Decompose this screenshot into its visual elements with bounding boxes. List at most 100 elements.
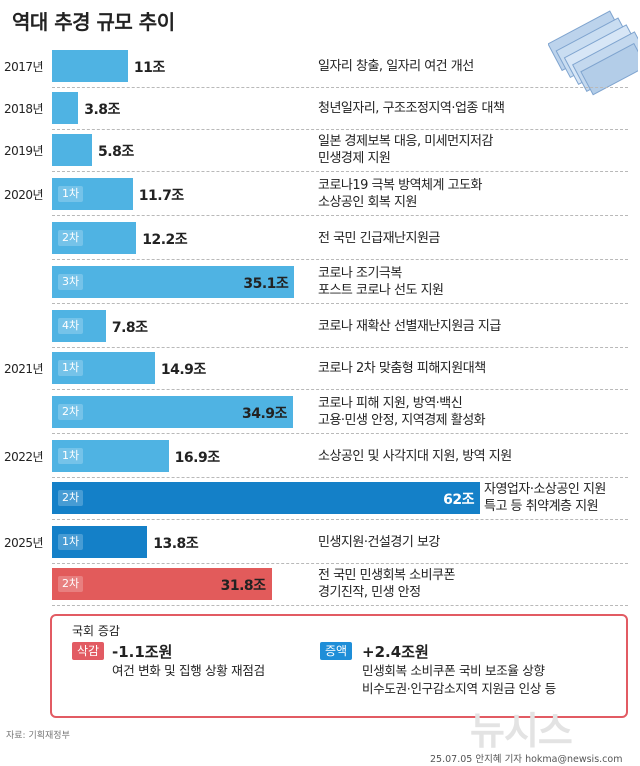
value-label: 62조 (443, 492, 474, 508)
year-label: 2021년 (4, 362, 44, 376)
add-amount: +2.4조원 (362, 643, 429, 661)
description-line: 경기진작, 민생 안정 (318, 585, 421, 600)
source-note: 자료: 기획재정부 (6, 731, 70, 741)
value-label: 35.1조 (243, 276, 289, 292)
row-separator (52, 519, 628, 520)
chart-title: 역대 추경 규모 추이 (12, 10, 175, 34)
description-line: 전 국민 긴급재난지원금 (318, 230, 440, 246)
year-label: 2017년 (4, 60, 44, 74)
year-label: 2022년 (4, 450, 44, 464)
value-label: 11조 (133, 60, 165, 76)
row-separator (52, 259, 628, 260)
round-badge: 1차 (58, 534, 84, 550)
value-label: 31.8조 (220, 578, 266, 594)
row-separator (52, 129, 628, 130)
value-label: 11.7조 (138, 188, 184, 204)
description-line: 코로나 조기극복 (318, 266, 402, 281)
row-separator (52, 171, 628, 172)
bar (52, 396, 293, 428)
description-line: 자영업자·소상공인 지원 (484, 482, 606, 497)
bar-description: 일자리 창출, 일자리 여건 개선 (318, 58, 474, 75)
bar-description: 코로나 2차 맞춤형 피해지원대책 (318, 360, 486, 377)
row-separator (52, 303, 628, 304)
bar (52, 482, 480, 514)
description-line: 소상공인 및 사각지대 지원, 방역 지원 (318, 448, 512, 464)
description-line: 민생지원·건설경기 보강 (318, 534, 440, 550)
row-separator (52, 605, 628, 606)
bar (52, 50, 128, 82)
cut-reason: 여건 변화 및 집행 상황 재점검 (112, 663, 265, 678)
assembly-change-box: 국회 증감 삭감 -1.1조원 여건 변화 및 집행 상황 재점검 증액 +2.… (50, 614, 628, 718)
description-line: 일본 경제보복 대응, 미세먼지저감 (318, 134, 493, 149)
bar (52, 92, 79, 124)
description-line: 전 국민 민생회복 소비쿠폰 (318, 568, 455, 583)
bar-description: 코로나 피해 지원, 방역·백신 고용·민생 안정, 지역경제 활성화 (318, 395, 486, 429)
description-line: 청년일자리, 구조조정지역·업종 대책 (318, 100, 505, 116)
row-separator (52, 563, 628, 564)
row-separator (52, 215, 628, 216)
bar (52, 266, 295, 298)
value-label: 5.8조 (98, 144, 134, 160)
value-label: 7.8조 (111, 320, 148, 336)
value-label: 12.2조 (142, 232, 188, 248)
value-label: 13.8조 (153, 536, 199, 552)
value-label: 16.9조 (174, 450, 220, 466)
cut-amount: -1.1조원 (112, 643, 173, 661)
description-line: 코로나 2차 맞춤형 피해지원대책 (318, 360, 486, 376)
row-separator (52, 433, 628, 434)
bar-description: 코로나 재확산 선별재난지원금 지급 (318, 318, 501, 335)
budget-bar-chart: 11조 2017년 일자리 창출, 일자리 여건 개선 3.8조 2018년 청년일자리,… (4, 50, 628, 606)
bar (52, 568, 272, 600)
credit-line: 25.07.05 안지혜 기자 hokma@newsis.com (430, 754, 623, 765)
round-badge: 2차 (58, 490, 84, 506)
bar (52, 526, 148, 558)
bar (52, 134, 93, 166)
year-label: 2020년 (4, 188, 44, 202)
description-line: 코로나19 극복 방역체계 고도화 (318, 178, 482, 193)
description-line: 민생경제 지원 (318, 151, 391, 166)
cut-tag: 삭감 (72, 642, 105, 660)
bar-description: 민생지원·건설경기 보강 (318, 534, 440, 551)
bar (52, 310, 106, 342)
description-line: 코로나 피해 지원, 방역·백신 (318, 396, 463, 411)
bar (52, 178, 133, 210)
assembly-change-title: 국회 증감 (72, 624, 120, 638)
round-badge: 1차 (58, 448, 84, 464)
add-reason-2: 비수도권·인구감소지역 지원금 인상 등 (362, 681, 556, 696)
add-reason-1: 민생회복 소비쿠폰 국비 보조율 상향 (362, 663, 545, 678)
value-label: 14.9조 (160, 362, 206, 378)
round-badge: 2차 (58, 404, 84, 420)
round-badge: 3차 (58, 274, 84, 290)
description-line: 특고 등 취약계층 지원 (484, 499, 599, 514)
newsis-watermark: 뉴시스 (470, 709, 573, 753)
bar-description: 소상공인 및 사각지대 지원, 방역 지원 (318, 448, 512, 465)
round-badge: 2차 (58, 576, 84, 592)
row-separator (52, 477, 628, 478)
description-line: 포스트 코로나 선도 지원 (318, 283, 444, 298)
bar (52, 440, 169, 472)
year-label: 2018년 (4, 102, 44, 116)
year-label: 2019년 (4, 144, 44, 158)
description-line: 소상공인 회복 지원 (318, 195, 417, 210)
bar-description: 청년일자리, 구조조정지역·업종 대책 (318, 100, 505, 117)
bar-description: 전 국민 긴급재난지원금 (318, 230, 440, 247)
money-stack-illustration (548, 10, 638, 96)
round-badge: 2차 (58, 230, 84, 246)
row-separator (52, 347, 628, 348)
round-badge: 4차 (58, 318, 84, 334)
round-badge: 1차 (58, 360, 84, 376)
description-line: 일자리 창출, 일자리 여건 개선 (318, 58, 474, 74)
round-badge: 1차 (58, 186, 84, 202)
bar (52, 222, 137, 254)
add-tag: 증액 (320, 642, 353, 660)
row-separator (52, 389, 628, 390)
description-line: 코로나 재확산 선별재난지원금 지급 (318, 318, 501, 334)
value-label: 3.8조 (84, 102, 120, 118)
bar (52, 352, 155, 384)
year-label: 2025년 (4, 536, 44, 550)
value-label: 34.9조 (242, 406, 287, 422)
